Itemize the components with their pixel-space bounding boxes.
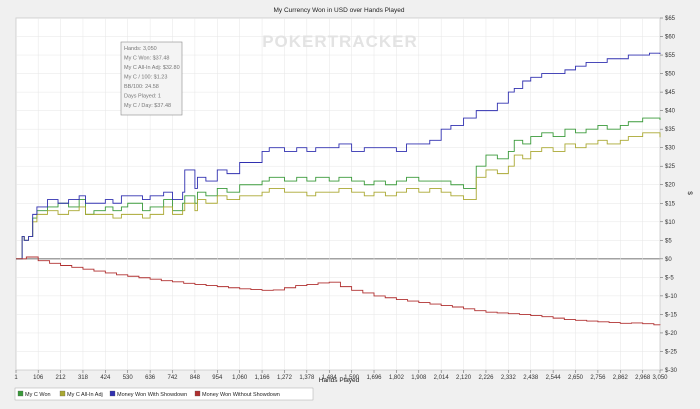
x-tick-label: 106 [33,375,44,381]
stats-line: My C / 100: $1.23 [124,75,167,81]
legend-swatch [17,390,24,397]
y-tick-label: $45 [665,90,676,96]
x-tick-label: 1,908 [411,375,427,381]
y-tick-label: $35 [665,127,676,133]
plot-area [15,17,661,371]
y-tick-label: $25 [665,164,676,170]
stats-line: Days Played: 1 [124,94,161,100]
x-tick-label: 2,332 [501,375,517,381]
x-tick-label: 2,544 [546,375,562,381]
y-tick-label: $5 [665,238,672,244]
x-tick-label: 954 [212,375,223,381]
watermark-part2: TRACKER [328,32,418,51]
x-tick-label: 2,120 [456,375,472,381]
legend-swatch [194,390,201,397]
legend: My C Won My C All-In Adj Money Won With Sh… [14,387,314,401]
y-axis-title: $ [686,191,693,195]
x-tick-label: 742 [168,375,179,381]
legend-label: Money Won Without Showdown [202,392,280,398]
x-tick-label: 2,226 [478,375,494,381]
x-tick-label: 424 [100,375,111,381]
stats-line: My C All-In Adj: $32.80 [124,65,180,71]
x-tick-label: 2,650 [568,375,584,381]
y-tick-label: $-15 [665,312,678,318]
x-tick-label: 636 [145,375,156,381]
legend-swatch [109,390,116,397]
legend-label: My C Won [25,392,51,398]
x-tick-label: 530 [123,375,134,381]
y-tick-label: $-5 [665,275,674,281]
x-tick-label: 3,050 [652,375,668,381]
x-tick-label: 2,014 [434,375,450,381]
y-tick-label: $-10 [665,294,678,300]
grid-layer [15,17,661,371]
x-tick-label: 1,696 [367,375,383,381]
y-tick-label: $50 [665,72,676,78]
x-axis: 1 106 212 318 424 530 636 742 848 954 1,060 1,166 1,… [14,370,668,381]
x-tick-label: 848 [190,375,201,381]
stats-line: My C / Day: $37.48 [124,103,171,109]
x-tick-label: 2,862 [613,375,629,381]
x-tick-label: 1,272 [277,375,293,381]
x-tick-label: 2,968 [635,375,651,381]
y-tick-label: $20 [665,183,676,189]
y-tick-label: $55 [665,53,676,59]
x-tick-label: 1,484 [322,375,338,381]
series-line-1 [16,117,661,260]
series-layer [16,52,661,326]
stats-line: My C Won: $37.48 [124,56,169,62]
stats-box: Hands: 3,050 My C Won: $37.48 My C All-In … [120,41,183,116]
stats-line: BB/100: 24.58 [124,84,159,90]
series-line-2 [16,132,661,260]
y-tick-label: $0 [665,257,672,263]
y-tick-label: $-25 [665,349,678,355]
x-tick-label: 1,378 [299,375,315,381]
legend-frame [14,387,314,401]
x-tick-label: 2,756 [590,375,606,381]
y-tick-label: $-20 [665,331,678,337]
legend-swatch [59,390,66,397]
x-tick-label: 1,802 [389,375,405,381]
series-line-3 [16,52,661,260]
x-tick-label: 2,438 [523,375,539,381]
y-tick-label: $65 [665,16,676,22]
watermark: POKERTRACKER [262,32,418,51]
x-axis-title: Hands Played [319,377,360,384]
y-tick-label: $15 [665,201,676,207]
series-line-4 [16,256,661,326]
x-tick-label: 1,590 [344,375,360,381]
legend-label: My C All-In Adj [67,392,103,398]
x-tick-label: 1,166 [255,375,271,381]
x-tick-label: 1,060 [232,375,248,381]
y-tick-label: $10 [665,220,676,226]
stats-box-frame [120,41,183,116]
stats-line: Hands: 3,050 [124,46,157,52]
watermark-text: POKERTRACKER [262,32,418,51]
y-axis: $-30 $-25 $-20 $-15 $-10 $-5 $0 $5 $10 $15 $20 $25 $… [660,16,678,374]
watermark-part1: POKER [262,32,327,51]
y-tick-label: $60 [665,35,676,41]
y-tick-label: $40 [665,109,676,115]
y-tick-label: $30 [665,146,676,152]
legend-label: Money Won With Showdown [117,392,187,398]
chart-title: My Currency Won in USD over Hands Played [273,7,404,14]
x-tick-label: 212 [56,375,67,381]
x-tick-label: 318 [78,375,89,381]
x-tick-label: 1 [14,375,18,381]
y-tick-label: $-30 [665,368,678,374]
